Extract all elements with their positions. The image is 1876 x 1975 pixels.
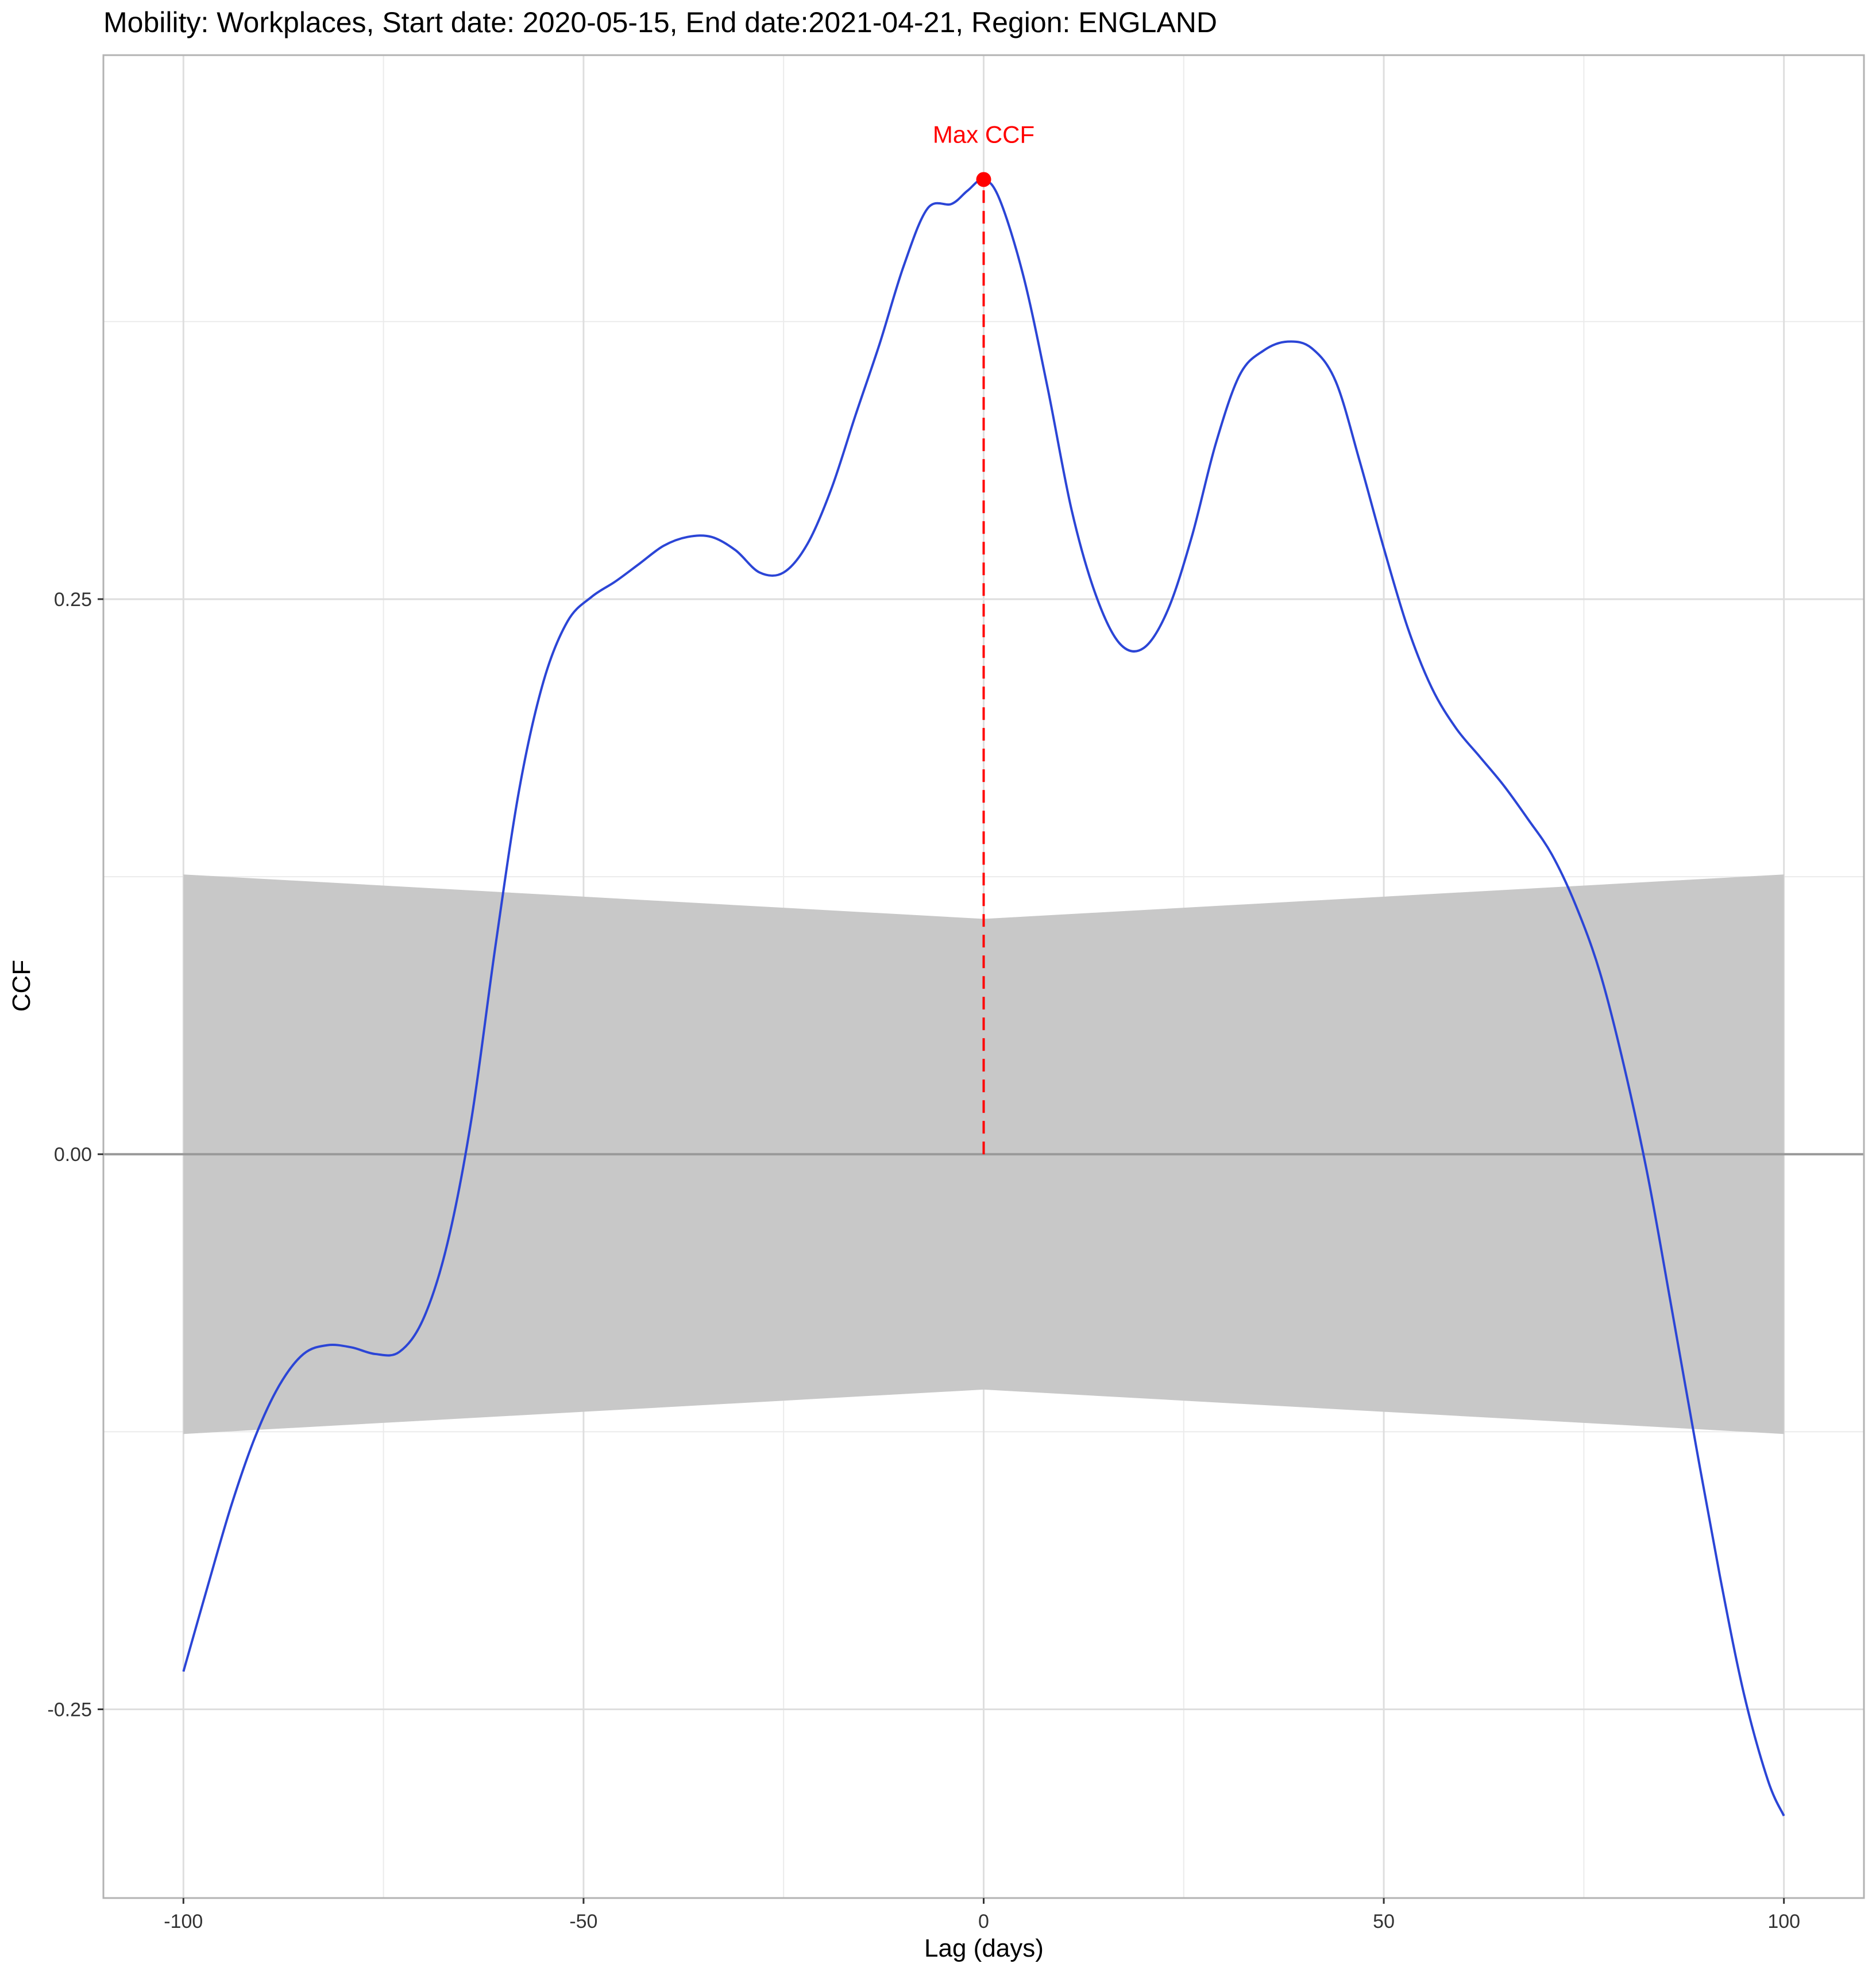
max-ccf-point: [976, 172, 991, 187]
y-tick-label: -0.25: [48, 1699, 92, 1721]
x-tick-label: 0: [978, 1911, 989, 1932]
y-axis-title: CCF: [7, 960, 36, 1012]
x-axis-title: Lag (days): [924, 1934, 1044, 1962]
axis-layer: -100 -50 0 50 100 -0.25 0.00 0.25: [48, 54, 1865, 1932]
y-tick-label: 0.00: [54, 1144, 92, 1166]
ccf-series-line: [182, 178, 1785, 1816]
annotation-layer: Max CCF: [933, 121, 1034, 1155]
text-layer: Mobility: Workplaces, Start date: 2020-0…: [7, 6, 1217, 1962]
y-tick-label: 0.25: [54, 589, 92, 611]
x-tick-label: 50: [1373, 1911, 1395, 1932]
x-tick-label: -100: [164, 1911, 203, 1932]
max-ccf-label: Max CCF: [933, 121, 1034, 148]
chart-title: Mobility: Workplaces, Start date: 2020-0…: [103, 6, 1217, 38]
x-tick-label: 100: [1767, 1911, 1800, 1932]
x-tick-label: -50: [569, 1911, 597, 1932]
series-layer: [182, 178, 1785, 1816]
